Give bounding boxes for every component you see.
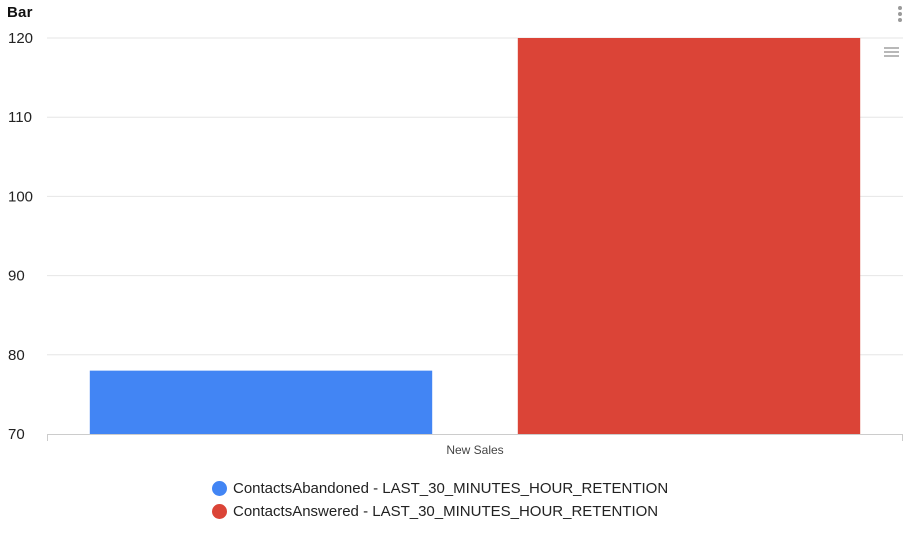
bar-contactsanswered [517,38,861,434]
hamburger-icon[interactable] [880,43,902,59]
bar-chart: 70 80 90 100 110 120 New Sales [8,30,903,457]
bars [89,38,861,434]
axes [47,434,903,441]
kebab-icon[interactable] [893,5,907,23]
x-tick-label: New Sales [446,443,503,457]
y-tick-label: 100 [8,188,33,205]
legend-swatch [212,504,227,519]
legend-item[interactable]: ContactsAnswered - LAST_30_MINUTES_HOUR_… [212,500,772,523]
y-tick-label: 80 [8,347,25,364]
legend-label: ContactsAnswered - LAST_30_MINUTES_HOUR_… [233,503,659,520]
widget-title: Bar [7,4,33,21]
legend-item[interactable]: ContactsAbandoned - LAST_30_MINUTES_HOUR… [212,477,772,500]
y-tick-label: 70 [8,426,25,443]
legend-swatch [212,481,227,496]
y-tick-label: 110 [8,109,32,126]
legend-label: ContactsAbandoned - LAST_30_MINUTES_HOUR… [233,480,669,497]
legend: ContactsAbandoned - LAST_30_MINUTES_HOUR… [212,477,772,523]
y-tick-label: 90 [8,268,25,285]
y-tick-label: 120 [8,30,33,47]
tick-labels: 70 80 90 100 110 120 New Sales [8,30,504,457]
bar-contactsabandoned [89,370,433,434]
